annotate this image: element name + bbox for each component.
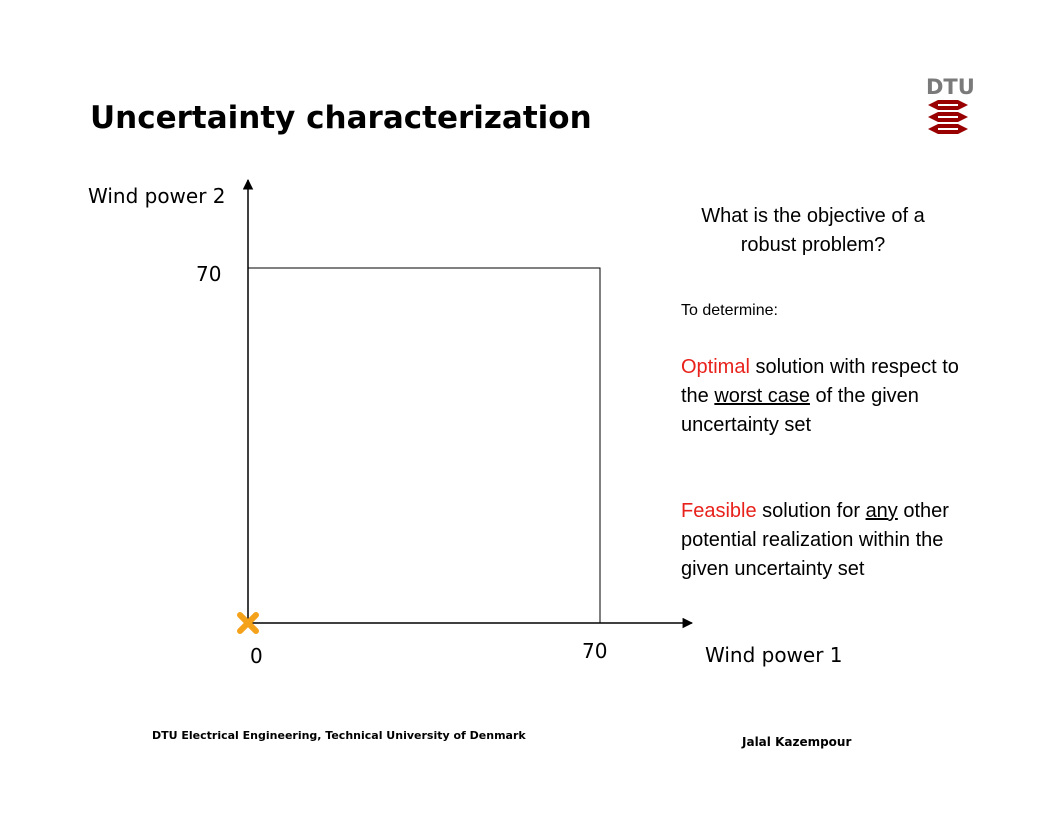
optimal-text-b: of the given uncertainty set [681,385,919,436]
feasible-text-a: solution for [756,500,866,522]
question-line-1: What is the objective of a [701,205,925,227]
slide-title: Uncertainty characterization [90,100,592,136]
intro-text: To determine: [681,302,778,319]
uncertainty-set-box [247,267,601,624]
feasible-paragraph: Feasible solution for any other potentia… [681,497,991,584]
dtu-logo-text: DTU [926,75,975,99]
optimal-paragraph: Optimal solution with respect to the wor… [681,353,991,440]
feasible-text-b: other potential realization within the g… [681,500,949,580]
feasible-highlight: Feasible [681,500,757,522]
any-underlined: any [865,500,898,522]
origin-label: 0 [250,644,263,668]
optimal-text-a: solution with respect to the [681,356,959,407]
x-mark-icon [237,612,259,634]
dtu-logo-icon [928,100,968,134]
dtu-logo: DTU [926,75,975,136]
optimal-highlight: Optimal [681,356,750,378]
footer-author: Jalal Kazempour [742,735,852,749]
question-line-2: robust problem? [740,234,886,256]
worst-case-underlined: worst case [714,385,810,407]
footer-institution: DTU Electrical Engineering, Technical Un… [152,729,526,742]
x-axis-label: Wind power 1 [705,643,843,667]
y-axis-label: Wind power 2 [88,184,226,208]
question: What is the objective of a robust proble… [678,202,948,260]
x-tick-label: 70 [582,639,608,663]
y-tick-label: 70 [196,262,222,286]
